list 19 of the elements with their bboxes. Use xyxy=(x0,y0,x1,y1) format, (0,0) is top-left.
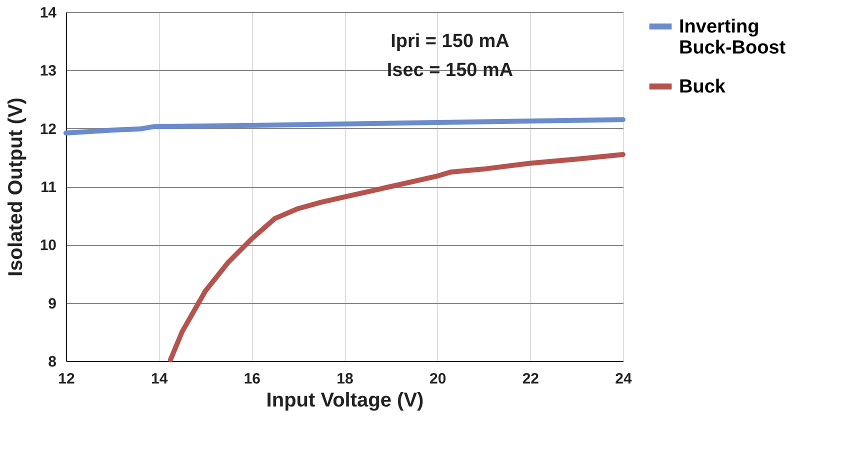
annotation: Ipri = 150 mA xyxy=(390,31,510,52)
y-tick-label: 8 xyxy=(48,354,56,370)
x-tick-label: 24 xyxy=(615,370,632,388)
x-tick-label: 22 xyxy=(522,370,540,388)
y-axis-title: Isolated Output (V) xyxy=(4,98,27,276)
y-tick-label: 10 xyxy=(40,237,56,254)
x-axis-title: Input Voltage (V) xyxy=(266,390,424,412)
legend-label: Buck xyxy=(679,76,726,98)
y-tick-label: 11 xyxy=(40,179,56,196)
annotation: Isec = 150 mA xyxy=(386,60,514,81)
y-tick-label: 12 xyxy=(40,120,56,138)
legend-label: Inverting Buck-Boost xyxy=(679,16,786,58)
x-tick-label: 20 xyxy=(429,370,446,388)
y-tick-label: 9 xyxy=(48,295,56,312)
y-tick-label: 14 xyxy=(40,4,58,22)
x-tick-label: 14 xyxy=(150,370,168,388)
x-tick-label: 18 xyxy=(336,370,354,388)
y-tick-label: 13 xyxy=(40,62,56,80)
x-tick-label: 16 xyxy=(244,370,261,388)
